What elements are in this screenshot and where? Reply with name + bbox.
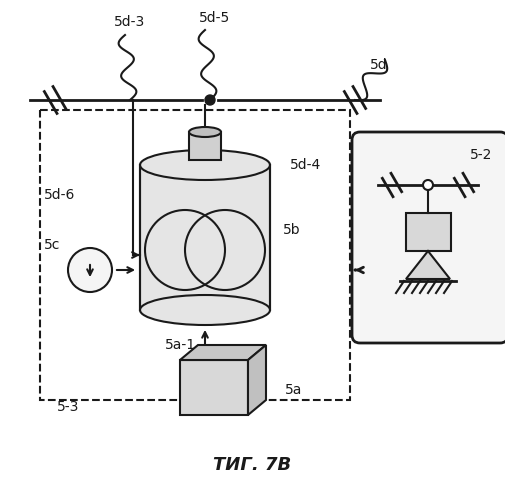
- Circle shape: [423, 180, 433, 190]
- Text: 5-3: 5-3: [57, 400, 79, 414]
- Circle shape: [205, 95, 215, 105]
- FancyBboxPatch shape: [406, 213, 451, 251]
- Text: 5c: 5c: [44, 238, 61, 252]
- FancyBboxPatch shape: [180, 360, 248, 415]
- Polygon shape: [248, 345, 266, 415]
- Text: 5a-1: 5a-1: [165, 338, 196, 352]
- Text: 5a: 5a: [285, 383, 302, 397]
- FancyBboxPatch shape: [352, 132, 505, 343]
- Text: 5-2: 5-2: [470, 148, 492, 162]
- Ellipse shape: [140, 150, 270, 180]
- Polygon shape: [406, 251, 450, 279]
- Ellipse shape: [140, 295, 270, 325]
- Text: 5d: 5d: [370, 58, 388, 72]
- Text: 5d-3: 5d-3: [114, 15, 145, 29]
- Text: 5b: 5b: [283, 223, 300, 237]
- Text: ΤИГ. 7В: ΤИГ. 7В: [213, 456, 291, 474]
- Circle shape: [68, 248, 112, 292]
- Text: 5d-4: 5d-4: [290, 158, 321, 172]
- Polygon shape: [180, 345, 266, 360]
- Text: 5d-5: 5d-5: [199, 11, 231, 25]
- Ellipse shape: [189, 127, 221, 137]
- FancyBboxPatch shape: [140, 165, 270, 310]
- FancyBboxPatch shape: [189, 132, 221, 160]
- Text: 5d-6: 5d-6: [44, 188, 75, 202]
